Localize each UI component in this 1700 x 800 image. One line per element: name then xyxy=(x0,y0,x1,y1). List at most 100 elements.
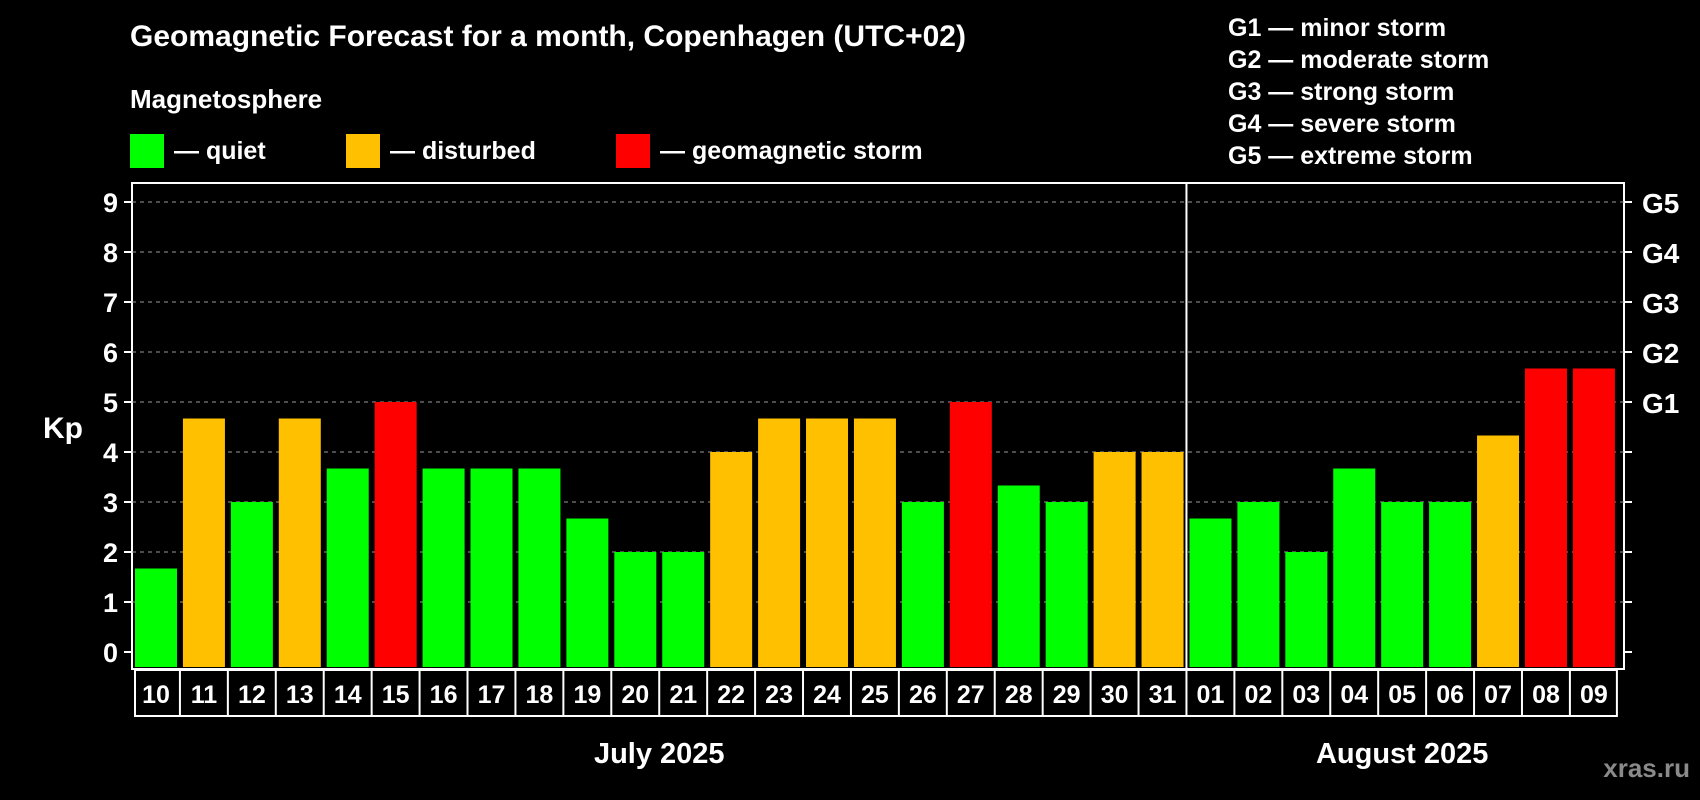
g2-legend: G2 — moderate storm xyxy=(1228,46,1490,74)
y-tick-label: 4 xyxy=(103,438,118,468)
legend-disturbed: — disturbed xyxy=(346,134,536,168)
bar-06 xyxy=(1429,502,1472,667)
date-label-11: 11 xyxy=(191,681,218,709)
g-scale-tick-label: G2 xyxy=(1642,338,1679,369)
bar-03 xyxy=(1285,552,1328,667)
date-label-04: 04 xyxy=(1340,681,1368,709)
bar-20 xyxy=(614,552,657,667)
date-label-27: 27 xyxy=(957,681,985,709)
y-tick-label: 8 xyxy=(103,238,118,268)
month-label: July 2025 xyxy=(594,738,725,770)
bar-24 xyxy=(806,418,849,667)
bar-14 xyxy=(326,468,369,667)
bar-19 xyxy=(566,518,609,667)
bar-23 xyxy=(758,418,801,667)
bar-04 xyxy=(1333,468,1376,667)
y-tick-label: 1 xyxy=(103,588,118,618)
storm-swatch xyxy=(616,134,650,168)
date-row-frame xyxy=(134,669,1618,717)
g-scale-tick-label: G5 xyxy=(1642,188,1679,219)
g3-legend: G3 — strong storm xyxy=(1228,78,1455,106)
date-label-05: 05 xyxy=(1388,681,1416,709)
magnetosphere-heading: Magnetosphere xyxy=(130,84,323,114)
bar-18 xyxy=(518,468,561,667)
watermark: xras.ru xyxy=(1603,753,1690,783)
bar-10 xyxy=(135,568,177,667)
bar-09 xyxy=(1572,368,1615,667)
bar-21 xyxy=(662,552,705,667)
disturbed-swatch xyxy=(346,134,380,168)
bar-15 xyxy=(374,402,417,667)
y-tick-label: 5 xyxy=(103,388,118,418)
bar-28 xyxy=(997,485,1040,667)
bar-12 xyxy=(230,502,273,667)
y-tick-label: 7 xyxy=(103,288,118,318)
bar-05 xyxy=(1381,502,1424,667)
bar-30 xyxy=(1093,452,1136,667)
bar-26 xyxy=(901,502,944,667)
date-label-16: 16 xyxy=(430,681,458,709)
g-scale-tick-label: G3 xyxy=(1642,288,1679,319)
bar-27 xyxy=(949,402,992,667)
month-label: August 2025 xyxy=(1316,738,1488,770)
date-label-20: 20 xyxy=(621,681,649,709)
y-tick-label: 0 xyxy=(103,638,118,668)
date-label-18: 18 xyxy=(526,681,554,709)
date-label-02: 02 xyxy=(1244,681,1272,709)
date-label-17: 17 xyxy=(478,681,506,709)
bar-02 xyxy=(1237,502,1280,667)
date-label-29: 29 xyxy=(1053,681,1081,709)
bar-11 xyxy=(182,418,225,667)
date-label-19: 19 xyxy=(573,681,601,709)
date-label-08: 08 xyxy=(1532,681,1560,709)
date-label-22: 22 xyxy=(717,681,745,709)
date-label-06: 06 xyxy=(1436,681,1464,709)
g4-legend: G4 — severe storm xyxy=(1228,110,1456,138)
date-label-10: 10 xyxy=(142,681,170,709)
bar-31 xyxy=(1141,452,1184,667)
legend-quiet: — quiet xyxy=(130,134,266,168)
quiet-swatch xyxy=(130,134,164,168)
date-label-28: 28 xyxy=(1005,681,1033,709)
date-label-25: 25 xyxy=(861,681,889,709)
date-label-21: 21 xyxy=(669,681,697,709)
bar-07 xyxy=(1477,435,1520,667)
date-label-07: 07 xyxy=(1484,681,1512,709)
bar-29 xyxy=(1045,502,1088,667)
g-scale-legend: G1 — minor storm G2 — moderate storm G3 … xyxy=(1228,12,1489,172)
date-label-03: 03 xyxy=(1292,681,1320,709)
legend-storm-label: — geomagnetic storm xyxy=(660,136,923,165)
bar-13 xyxy=(278,418,321,667)
bar-01 xyxy=(1189,518,1232,667)
bar-22 xyxy=(710,452,753,667)
legend-disturbed-label: — disturbed xyxy=(390,136,536,165)
date-label-26: 26 xyxy=(909,681,937,709)
y-tick-label: 9 xyxy=(103,188,118,218)
bar-17 xyxy=(470,468,513,667)
y-tick-label: 2 xyxy=(103,538,118,568)
date-label-12: 12 xyxy=(238,681,266,709)
bar-08 xyxy=(1524,368,1567,667)
date-label-13: 13 xyxy=(286,681,314,709)
g-scale-tick-label: G4 xyxy=(1642,238,1680,269)
y-tick-label: 6 xyxy=(103,338,118,368)
y-tick-label: 3 xyxy=(103,488,118,518)
date-label-23: 23 xyxy=(765,681,793,709)
g1-legend: G1 — minor storm xyxy=(1228,14,1447,42)
g-scale-tick-label: G1 xyxy=(1642,388,1679,419)
date-label-30: 30 xyxy=(1101,681,1129,709)
date-label-09: 09 xyxy=(1580,681,1608,709)
date-label-15: 15 xyxy=(382,681,410,709)
bar-16 xyxy=(422,468,465,667)
chart-title: Geomagnetic Forecast for a month, Copenh… xyxy=(130,20,966,53)
legend-quiet-label: — quiet xyxy=(174,136,266,165)
y-axis-label: Kp xyxy=(43,412,83,445)
legend-storm: — geomagnetic storm xyxy=(616,134,923,168)
date-label-24: 24 xyxy=(813,681,841,709)
date-label-14: 14 xyxy=(334,681,362,709)
date-label-01: 01 xyxy=(1197,681,1225,709)
g5-legend: G5 — extreme storm xyxy=(1228,142,1473,170)
date-label-31: 31 xyxy=(1149,681,1177,709)
bar-25 xyxy=(853,418,896,667)
